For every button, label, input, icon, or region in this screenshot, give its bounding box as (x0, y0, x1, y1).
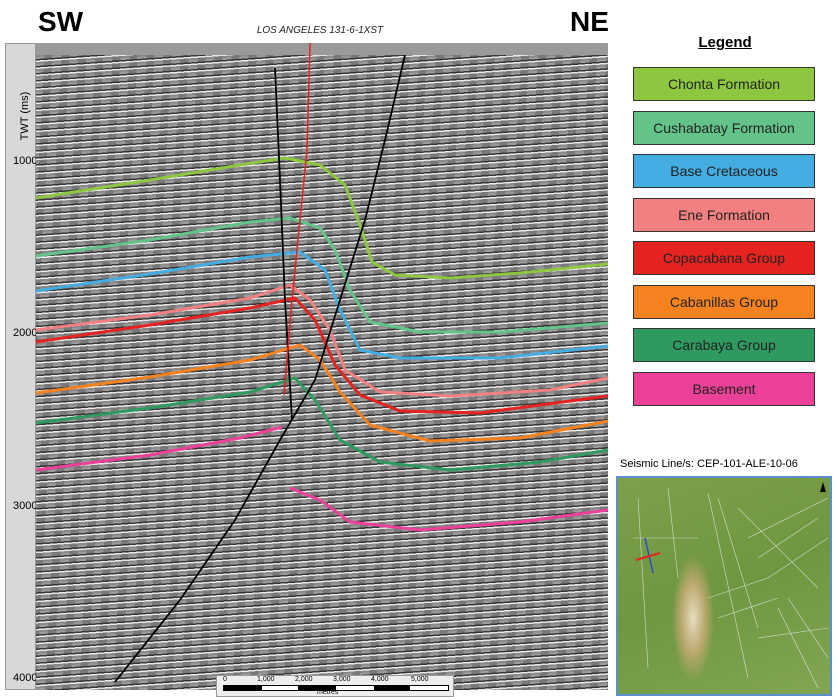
horizon-cabanillas (35, 343, 609, 443)
legend-item-chonta: Chonta Formation (633, 67, 815, 101)
direction-sw-label: SW (38, 6, 84, 37)
scale-label: 2,000 (295, 676, 313, 683)
axis-tick: 3000 (13, 500, 38, 512)
twt-axis: TWT (ms) 1000 2000 3000 4000 (5, 43, 38, 690)
axis-tick: 4000 (13, 672, 38, 684)
map-caption: Seismic Line/s: CEP-101-ALE-10-06 (620, 458, 798, 470)
scale-bar-segments (223, 685, 449, 691)
direction-ne-label: NE (570, 6, 609, 37)
legend-item-carabaya: Carabaya Group (633, 328, 815, 362)
fault-main (114, 54, 406, 683)
scale-label: 5,000 (411, 676, 429, 683)
axis-tick: 1000 (13, 155, 38, 167)
axis-tick: 2000 (13, 327, 38, 339)
seismic-top-band (36, 43, 608, 55)
legend-item-cushabatay: Cushabatay Formation (633, 111, 815, 145)
scale-label: 0 (223, 676, 227, 683)
horizon-basement-footwall (289, 486, 609, 532)
seismic-section (36, 43, 608, 690)
legend-item-ene: Ene Formation (633, 198, 815, 232)
scale-unit: metres (317, 689, 339, 696)
legend-item-copacabana: Copacabana Group (633, 241, 815, 275)
seismic-line-current (635, 552, 661, 561)
well-trajectory (283, 42, 311, 396)
horizon-cushabatay (35, 216, 609, 334)
location-map (616, 476, 832, 696)
north-arrow-icon (820, 482, 826, 492)
legend-item-basement: Basement (633, 372, 815, 406)
horizon-copacabana (35, 296, 609, 415)
fault-secondary (274, 67, 293, 421)
scale-bar: 0 1,000 2,000 3,000 4,000 5,000 metres (216, 675, 454, 697)
horizon-base-cretaceous (35, 250, 609, 360)
legend-title: Legend (698, 34, 752, 51)
scale-label: 4,000 (371, 676, 389, 683)
horizon-ene (35, 283, 609, 398)
horizon-carabaya (35, 376, 609, 472)
seismic-lines-map (633, 482, 829, 689)
legend-item-cabanillas: Cabanillas Group (633, 285, 815, 319)
scale-label: 1,000 (257, 676, 275, 683)
horizon-chonta (35, 156, 609, 280)
legend-item-base-cretaceous: Base Cretaceous (633, 154, 815, 188)
scale-label: 3,000 (333, 676, 351, 683)
well-name-label: LOS ANGELES 131-6-1XST (256, 25, 384, 36)
horizon-basement (35, 425, 283, 472)
